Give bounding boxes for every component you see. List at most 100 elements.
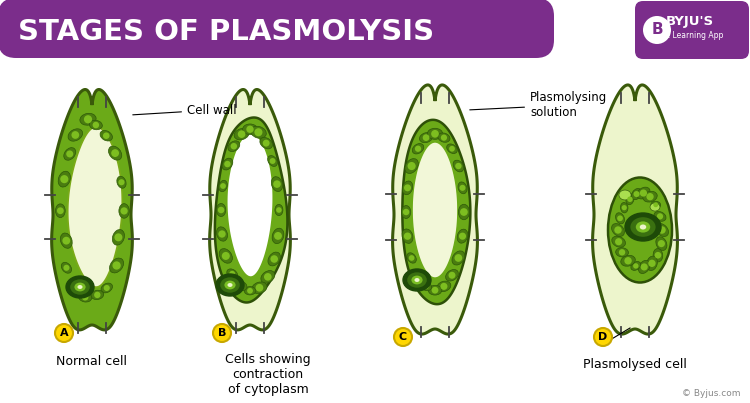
Circle shape bbox=[224, 161, 231, 167]
Text: B: B bbox=[651, 23, 663, 37]
Ellipse shape bbox=[261, 270, 274, 283]
Text: Cells showing
contraction
of cytoplasm: Cells showing contraction of cytoplasm bbox=[225, 353, 310, 396]
Ellipse shape bbox=[619, 190, 631, 200]
Ellipse shape bbox=[401, 206, 411, 218]
Circle shape bbox=[84, 115, 92, 123]
Circle shape bbox=[238, 130, 245, 138]
Circle shape bbox=[71, 131, 80, 139]
Circle shape bbox=[633, 263, 638, 269]
Ellipse shape bbox=[621, 256, 635, 266]
Circle shape bbox=[121, 207, 128, 214]
Ellipse shape bbox=[112, 230, 125, 245]
Circle shape bbox=[230, 143, 237, 150]
Circle shape bbox=[409, 255, 415, 261]
Text: Normal cell: Normal cell bbox=[56, 355, 128, 368]
Circle shape bbox=[66, 150, 74, 158]
Circle shape bbox=[404, 233, 411, 240]
Ellipse shape bbox=[216, 274, 244, 296]
Ellipse shape bbox=[268, 252, 280, 266]
Polygon shape bbox=[68, 127, 122, 287]
Text: © Byjus.com: © Byjus.com bbox=[682, 389, 740, 398]
Circle shape bbox=[394, 328, 412, 346]
Ellipse shape bbox=[234, 281, 247, 291]
Circle shape bbox=[273, 180, 280, 188]
Ellipse shape bbox=[413, 270, 424, 280]
Ellipse shape bbox=[438, 133, 450, 142]
Ellipse shape bbox=[251, 126, 266, 138]
Ellipse shape bbox=[405, 159, 418, 173]
Ellipse shape bbox=[110, 258, 124, 273]
Ellipse shape bbox=[656, 224, 668, 237]
Ellipse shape bbox=[608, 177, 672, 283]
Ellipse shape bbox=[58, 171, 70, 187]
Circle shape bbox=[103, 133, 110, 139]
Circle shape bbox=[423, 284, 429, 289]
Circle shape bbox=[104, 285, 110, 291]
Ellipse shape bbox=[56, 204, 65, 218]
Ellipse shape bbox=[656, 237, 667, 250]
Polygon shape bbox=[592, 85, 677, 334]
Ellipse shape bbox=[447, 144, 458, 154]
Ellipse shape bbox=[616, 213, 625, 224]
Ellipse shape bbox=[419, 133, 433, 143]
Ellipse shape bbox=[217, 204, 226, 216]
Ellipse shape bbox=[637, 187, 650, 199]
Ellipse shape bbox=[428, 285, 442, 295]
Circle shape bbox=[115, 233, 122, 241]
Polygon shape bbox=[412, 142, 458, 278]
Circle shape bbox=[640, 189, 647, 197]
Circle shape bbox=[111, 149, 119, 157]
Ellipse shape bbox=[427, 128, 442, 139]
FancyBboxPatch shape bbox=[0, 0, 554, 58]
Ellipse shape bbox=[66, 276, 94, 298]
Circle shape bbox=[407, 162, 416, 170]
Ellipse shape bbox=[217, 227, 227, 241]
Circle shape bbox=[448, 272, 455, 279]
Circle shape bbox=[264, 273, 272, 280]
Circle shape bbox=[594, 328, 612, 346]
Ellipse shape bbox=[80, 113, 96, 125]
Ellipse shape bbox=[220, 277, 240, 293]
Ellipse shape bbox=[421, 282, 431, 291]
Circle shape bbox=[217, 207, 224, 213]
Ellipse shape bbox=[402, 181, 412, 195]
Ellipse shape bbox=[643, 191, 657, 202]
Ellipse shape bbox=[620, 202, 628, 213]
Ellipse shape bbox=[89, 120, 102, 130]
Circle shape bbox=[256, 284, 263, 292]
Ellipse shape bbox=[407, 253, 416, 263]
Ellipse shape bbox=[100, 131, 112, 141]
Circle shape bbox=[271, 255, 278, 263]
Ellipse shape bbox=[611, 224, 625, 237]
Circle shape bbox=[455, 163, 461, 169]
Polygon shape bbox=[215, 118, 287, 303]
Ellipse shape bbox=[61, 233, 72, 248]
Circle shape bbox=[218, 231, 226, 238]
Circle shape bbox=[220, 183, 226, 189]
Circle shape bbox=[213, 324, 231, 342]
Ellipse shape bbox=[62, 262, 71, 273]
Ellipse shape bbox=[268, 156, 278, 166]
Ellipse shape bbox=[260, 137, 272, 149]
Circle shape bbox=[655, 252, 662, 259]
Ellipse shape bbox=[403, 269, 431, 291]
Circle shape bbox=[619, 249, 626, 256]
Ellipse shape bbox=[458, 229, 468, 243]
Ellipse shape bbox=[64, 147, 76, 160]
Circle shape bbox=[64, 265, 70, 271]
Circle shape bbox=[622, 205, 627, 210]
Ellipse shape bbox=[650, 203, 660, 211]
Circle shape bbox=[648, 260, 656, 267]
Circle shape bbox=[643, 16, 671, 44]
Circle shape bbox=[404, 184, 411, 191]
Ellipse shape bbox=[79, 293, 92, 302]
Ellipse shape bbox=[275, 204, 283, 216]
Circle shape bbox=[459, 233, 466, 240]
Ellipse shape bbox=[272, 228, 284, 243]
Ellipse shape bbox=[242, 124, 257, 135]
Circle shape bbox=[640, 264, 648, 270]
Ellipse shape bbox=[625, 213, 661, 241]
Ellipse shape bbox=[631, 217, 656, 237]
Ellipse shape bbox=[437, 281, 451, 292]
Polygon shape bbox=[226, 133, 273, 277]
